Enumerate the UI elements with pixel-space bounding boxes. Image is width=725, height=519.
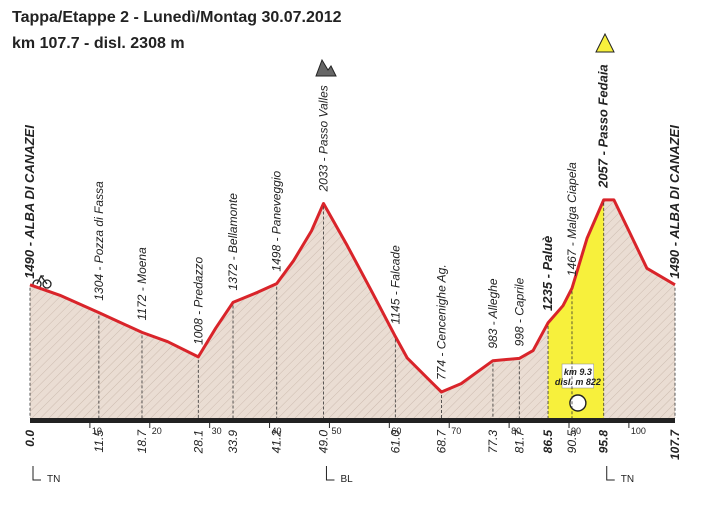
km-label: 0.0 <box>23 430 37 447</box>
climb-length: km 9.3 <box>564 367 592 377</box>
profile-line <box>29 198 676 394</box>
waypoint-label: 2033 - Passo Valles <box>316 85 330 192</box>
x-tick-label: 20 <box>152 426 162 436</box>
km-label: 90.5 <box>565 430 579 454</box>
km-label: 11.5 <box>92 430 106 453</box>
x-tick-label: 90 <box>571 426 581 436</box>
title: Tappa/Etappe 2 - Lunedì/Montag 30.07.201… <box>12 9 342 26</box>
waypoint-label: 1498 - Paneveggio <box>270 171 284 272</box>
region-marker <box>32 466 41 481</box>
subtitle: km 107.7 - disl. 2308 m <box>12 35 185 52</box>
region-marker <box>325 466 335 481</box>
km-label: 49.0 <box>316 430 330 454</box>
waypoint-label: 1235 - Paluè <box>540 236 555 311</box>
region-label: TN <box>621 474 634 485</box>
waypoint-label: 774 - Cencenighe Ag. <box>434 264 448 380</box>
x-tick-label: 70 <box>451 426 461 436</box>
climb-area <box>548 199 604 418</box>
waypoint-label: 1304 - Pozza di Fassa <box>92 181 106 301</box>
x-tick-label: 10 <box>92 426 102 436</box>
km-label: 41.2 <box>270 430 284 454</box>
x-tick-label: 100 <box>631 426 646 436</box>
km-label: 28.1 <box>191 430 205 454</box>
x-tick-label: 50 <box>331 426 341 436</box>
km-label: 18.7 <box>135 429 149 454</box>
waypoint-label: 1467 - Malga Ciapela <box>565 162 579 276</box>
axis-band <box>30 418 675 423</box>
km-label: 33.9 <box>226 430 240 454</box>
km-label: 68.7 <box>434 429 448 454</box>
x-tick-label: 80 <box>511 426 521 436</box>
profile-hatch <box>30 199 675 418</box>
waypoint-label: 1145 - Falcade <box>388 245 402 324</box>
climb-box <box>561 363 594 389</box>
km-label: 77.3 <box>486 430 500 454</box>
waypoint-label: 1008 - Predazzo <box>191 257 205 345</box>
km-label: 95.8 <box>597 430 611 454</box>
summit-icon <box>595 32 615 53</box>
km-label: 61.0 <box>388 430 402 454</box>
x-tick-label: 40 <box>272 426 282 436</box>
waypoint-label: 1372 - Bellamonte <box>226 193 240 291</box>
waypoint-label: 983 - Alleghe <box>486 278 500 349</box>
km-label: 86.5 <box>541 430 555 454</box>
region-label: TN <box>47 474 60 485</box>
region-label: BL <box>340 474 353 485</box>
climb-gain: disl. m 822 <box>555 377 601 387</box>
mountain-icon <box>315 58 337 77</box>
x-tick-label: 30 <box>212 426 222 436</box>
waypoint-label: 1490 - ALBA DI CANAZEI <box>22 125 37 279</box>
waypoint-label: 1490 - ALBA DI CANAZEI <box>667 125 682 279</box>
km-label: 81.7 <box>512 429 526 454</box>
km-label: 107.7 <box>668 429 682 460</box>
climb-icon <box>569 394 587 412</box>
x-tick-label: 60 <box>391 426 401 436</box>
waypoint-label: 998 - Caprile <box>512 277 526 346</box>
region-marker <box>606 466 615 481</box>
waypoint-label: 1172 - Moena <box>135 247 149 320</box>
waypoint-label: 2057 - Passo Fedaia <box>596 64 611 189</box>
